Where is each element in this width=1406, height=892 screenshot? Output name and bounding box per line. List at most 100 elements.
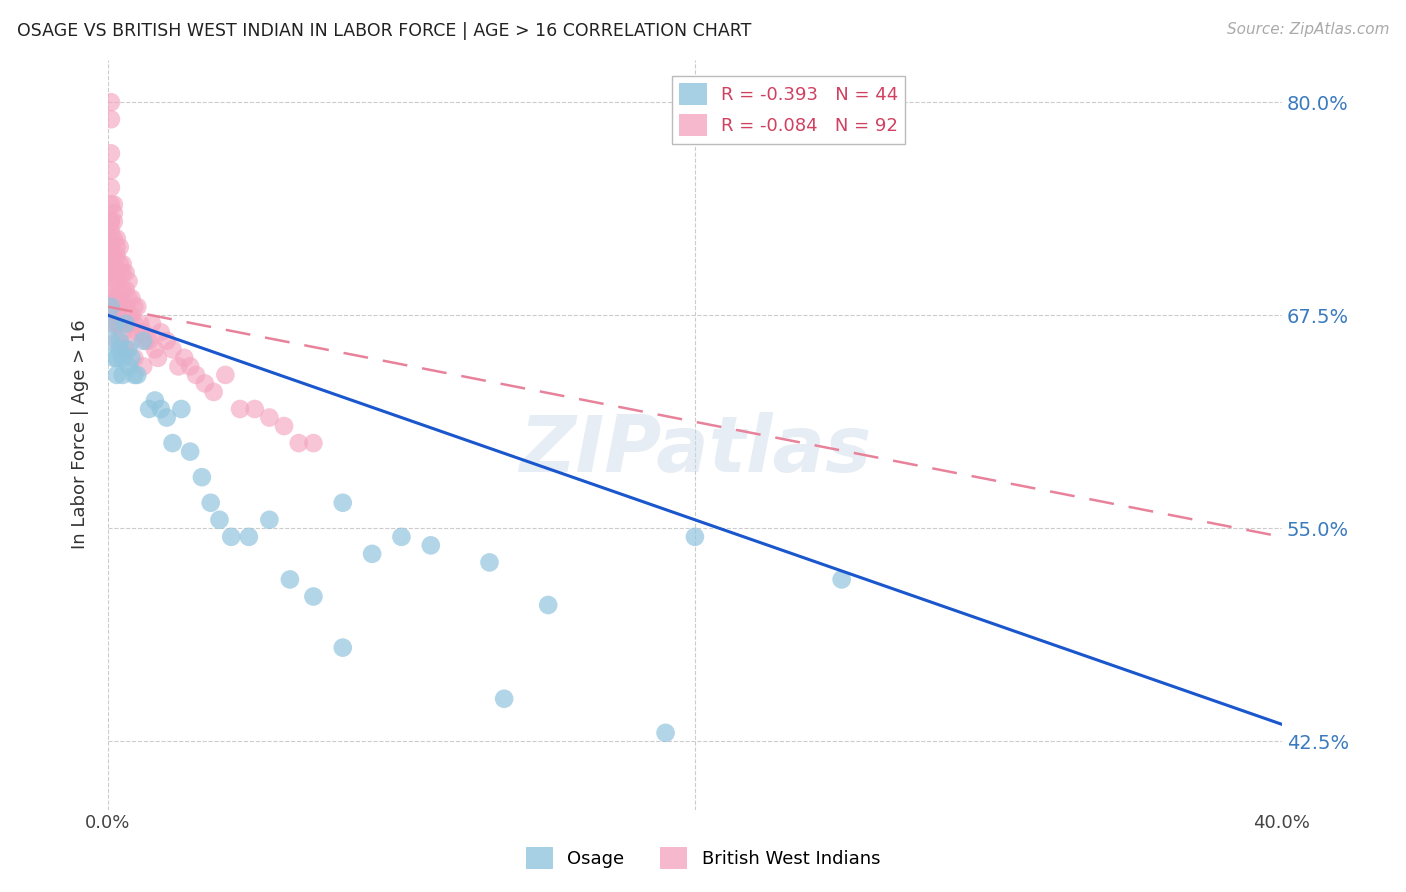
Point bbox=[105, 317, 128, 331]
Point bbox=[121, 351, 143, 365]
Point bbox=[105, 291, 128, 305]
Point bbox=[114, 300, 136, 314]
Point bbox=[149, 326, 172, 340]
Point bbox=[141, 317, 163, 331]
Point bbox=[156, 410, 179, 425]
Point bbox=[361, 547, 384, 561]
Text: OSAGE VS BRITISH WEST INDIAN IN LABOR FORCE | AGE > 16 CORRELATION CHART: OSAGE VS BRITISH WEST INDIAN IN LABOR FO… bbox=[17, 22, 751, 40]
Point bbox=[114, 343, 136, 357]
Point bbox=[111, 326, 134, 340]
Point bbox=[108, 317, 131, 331]
Point bbox=[114, 283, 136, 297]
Point bbox=[105, 231, 128, 245]
Point bbox=[127, 300, 149, 314]
Point bbox=[103, 274, 125, 288]
Point bbox=[156, 334, 179, 348]
Point bbox=[214, 368, 236, 382]
Point bbox=[100, 163, 122, 178]
Point bbox=[162, 436, 184, 450]
Point bbox=[219, 530, 242, 544]
Point bbox=[105, 334, 128, 348]
Point bbox=[124, 368, 146, 382]
Point bbox=[100, 197, 122, 211]
Point bbox=[302, 436, 325, 450]
Point bbox=[108, 257, 131, 271]
Point bbox=[103, 300, 125, 314]
Point bbox=[108, 343, 131, 357]
Point bbox=[103, 351, 125, 365]
Point bbox=[105, 266, 128, 280]
Point bbox=[135, 334, 157, 348]
Point bbox=[132, 326, 155, 340]
Point bbox=[100, 291, 122, 305]
Point bbox=[194, 376, 217, 391]
Point bbox=[100, 231, 122, 245]
Point bbox=[302, 590, 325, 604]
Point bbox=[103, 214, 125, 228]
Point bbox=[105, 300, 128, 314]
Point bbox=[143, 343, 166, 357]
Point bbox=[191, 470, 214, 484]
Y-axis label: In Labor Force | Age > 16: In Labor Force | Age > 16 bbox=[72, 319, 89, 549]
Point bbox=[100, 274, 122, 288]
Point bbox=[259, 410, 281, 425]
Point bbox=[108, 334, 131, 348]
Point bbox=[494, 691, 516, 706]
Point bbox=[103, 291, 125, 305]
Point bbox=[478, 555, 501, 569]
Point bbox=[208, 513, 231, 527]
Point bbox=[103, 317, 125, 331]
Point bbox=[124, 317, 146, 331]
Point bbox=[105, 240, 128, 254]
Point bbox=[103, 197, 125, 211]
Point bbox=[170, 402, 193, 417]
Point bbox=[683, 530, 706, 544]
Point bbox=[146, 351, 169, 365]
Point bbox=[100, 146, 122, 161]
Point bbox=[149, 402, 172, 417]
Point bbox=[132, 359, 155, 374]
Point bbox=[100, 214, 122, 228]
Point bbox=[167, 359, 190, 374]
Point bbox=[114, 317, 136, 331]
Point bbox=[103, 266, 125, 280]
Point bbox=[278, 573, 301, 587]
Point bbox=[100, 240, 122, 254]
Point bbox=[202, 384, 225, 399]
Point bbox=[831, 573, 853, 587]
Legend: Osage, British West Indians: Osage, British West Indians bbox=[519, 839, 887, 876]
Point bbox=[100, 112, 122, 127]
Point bbox=[654, 726, 676, 740]
Point bbox=[132, 334, 155, 348]
Point bbox=[332, 496, 354, 510]
Point bbox=[108, 240, 131, 254]
Point bbox=[108, 300, 131, 314]
Point bbox=[103, 206, 125, 220]
Point bbox=[143, 393, 166, 408]
Point bbox=[103, 291, 125, 305]
Point bbox=[117, 359, 139, 374]
Text: ZIPatlas: ZIPatlas bbox=[519, 411, 872, 488]
Point bbox=[129, 317, 152, 331]
Point bbox=[243, 402, 266, 417]
Point bbox=[108, 317, 131, 331]
Point bbox=[105, 351, 128, 365]
Point bbox=[100, 223, 122, 237]
Point bbox=[111, 368, 134, 382]
Point bbox=[114, 266, 136, 280]
Point bbox=[138, 402, 160, 417]
Point bbox=[100, 249, 122, 263]
Point bbox=[537, 598, 560, 612]
Point bbox=[259, 513, 281, 527]
Point bbox=[105, 249, 128, 263]
Point bbox=[105, 368, 128, 382]
Point bbox=[419, 538, 441, 552]
Point bbox=[100, 214, 122, 228]
Point bbox=[117, 308, 139, 322]
Point bbox=[111, 308, 134, 322]
Point bbox=[179, 444, 201, 458]
Point bbox=[124, 300, 146, 314]
Point bbox=[121, 334, 143, 348]
Point bbox=[111, 266, 134, 280]
Point bbox=[100, 180, 122, 194]
